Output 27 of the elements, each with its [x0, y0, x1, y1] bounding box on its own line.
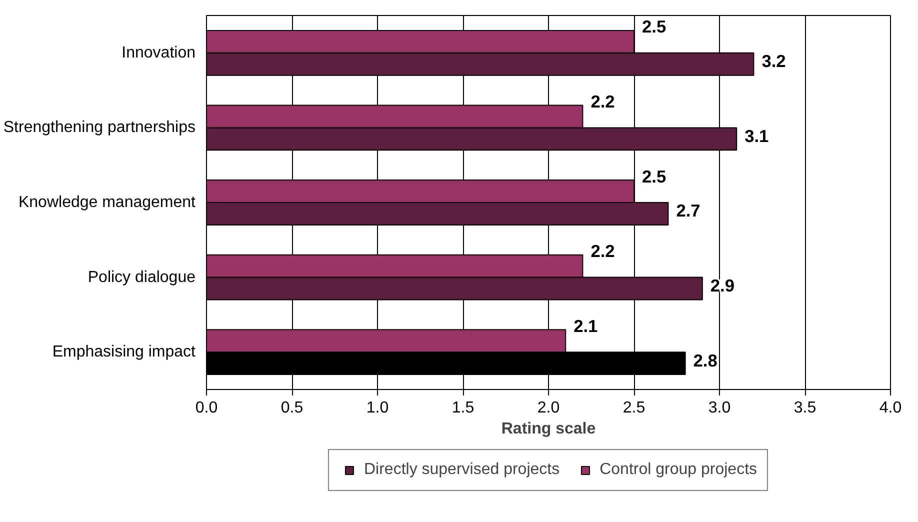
data-label: 2.5 [642, 166, 666, 186]
x-tick-label: 3.0 [708, 400, 731, 416]
data-label: 2.5 [642, 16, 666, 37]
data-label: 2.2 [590, 241, 615, 262]
legend-label: Control group projects [600, 461, 758, 479]
y-tick-label: Knowledge management [18, 194, 196, 211]
x-tick-label: 0.0 [195, 400, 218, 416]
legend-label: Directly supervised projects [364, 461, 560, 479]
x-tick-label: 1.0 [366, 400, 389, 416]
data-label: 2.1 [574, 316, 598, 336]
data-label: 2.7 [676, 200, 700, 221]
x-tick-label: 2.0 [537, 400, 560, 416]
x-tick-label: 1.5 [452, 400, 474, 416]
data-label: 2.8 [693, 350, 718, 370]
x-tick-label: 0.5 [280, 400, 304, 416]
data-label: 2.2 [590, 91, 615, 112]
y-tick-label: Strengthening partnerships [3, 119, 196, 136]
y-tick-label: Emphasising impact [52, 344, 196, 361]
data-label: 3.2 [762, 51, 786, 72]
data-label: 2.9 [710, 276, 734, 296]
data-label: 3.1 [744, 126, 770, 146]
x-tick-label: 2.5 [622, 400, 646, 416]
x-tick-label: 3.5 [794, 400, 816, 416]
x-tick-label: 4.0 [879, 400, 902, 416]
y-tick-label: Policy dialogue [88, 268, 196, 286]
x-axis-title: Rating scale [501, 420, 596, 438]
y-tick-label: Innovation [122, 44, 196, 62]
